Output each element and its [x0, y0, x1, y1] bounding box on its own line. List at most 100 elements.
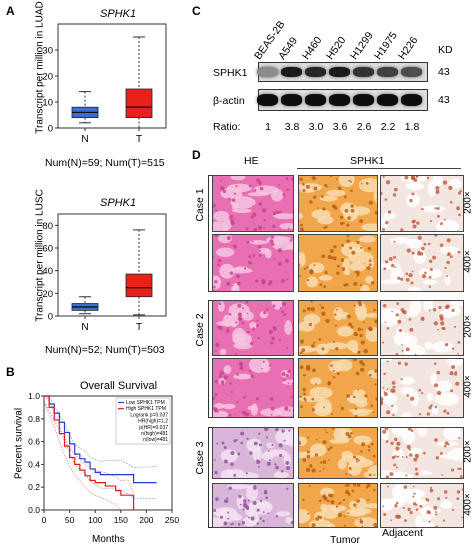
- panel-a-letter: A: [6, 4, 15, 18]
- col-sphk1-header: SPHK1: [350, 155, 385, 167]
- y-tick-label: 80: [42, 221, 53, 232]
- legend-entry: HR(high)=1.2: [138, 419, 168, 425]
- lusc-boxplot: 0 20 40 60 80 N T: [42, 213, 167, 333]
- ihc-image: [380, 234, 464, 292]
- legend-entry: Low SPHK1 TPM: [126, 400, 165, 406]
- x-tick-label: T: [136, 134, 142, 145]
- ihc-image: [298, 175, 378, 232]
- y-tick-label: 0.6: [28, 437, 40, 447]
- blot-band: [401, 67, 422, 77]
- x-tick-label: 100: [88, 515, 102, 525]
- luad-boxplot: 0 10 20 30 N T: [42, 23, 167, 145]
- panel-c-letter: C: [192, 4, 201, 18]
- magnification-label: 200×: [462, 190, 474, 214]
- blot-band: [377, 67, 398, 77]
- tissue-texture: [213, 176, 293, 231]
- tissue-texture: [299, 301, 377, 355]
- y-tick-label: 0: [48, 124, 53, 135]
- ci-dn: [43, 401, 157, 499]
- tissue-texture: [381, 484, 463, 527]
- lane-label: H1975: [372, 29, 400, 63]
- blot-band: [377, 94, 398, 106]
- tissue-texture: [213, 428, 293, 478]
- blot-row-actin-label: β-actin: [213, 95, 245, 107]
- tissue-texture: [299, 359, 377, 417]
- blot-band: [401, 94, 422, 106]
- ihc-image: [298, 427, 378, 479]
- legend-entry: High SPHK1 TPM: [126, 406, 166, 412]
- ratio-value: 3.8: [284, 121, 300, 133]
- x-tick-label: 200: [139, 515, 153, 525]
- lane-label: A549: [276, 35, 301, 62]
- tissue-texture: [213, 359, 293, 417]
- blot-band: [329, 94, 350, 106]
- tissue-texture: [299, 484, 377, 527]
- lane-label: H226: [396, 34, 421, 62]
- magnification-label: 400×: [462, 375, 474, 398]
- y-tick-label: 0.0: [28, 505, 40, 515]
- case-bracket: [208, 300, 212, 418]
- ihc-image: [212, 175, 294, 232]
- ratio-value: 1.8: [404, 121, 420, 133]
- sphk1-header-line: [297, 168, 461, 169]
- case-label: Case 2: [194, 313, 206, 347]
- tissue-texture: [299, 176, 377, 231]
- x-tick-label: 150: [114, 515, 128, 525]
- legend-entry: Logrank p=0.037: [130, 412, 168, 418]
- case-bracket: [208, 175, 212, 292]
- x-tick-label: 250: [165, 515, 179, 525]
- ihc-image: [298, 358, 378, 418]
- panel-d-letter: D: [192, 148, 201, 162]
- case-bracket: [208, 427, 212, 528]
- ratio-label: Ratio:: [213, 121, 241, 133]
- ihc-image: [212, 358, 294, 418]
- km-legend-box: [115, 397, 171, 445]
- ihc-image: [380, 358, 464, 418]
- y-tick-label: 0.2: [28, 482, 40, 492]
- km-curve-0: [44, 395, 157, 484]
- y-tick-label: 30: [42, 46, 53, 57]
- blot-band: [281, 94, 302, 106]
- luad-footnote: Num(N)=59; Num(T)=515: [45, 157, 165, 169]
- ci-dn: [43, 401, 134, 511]
- x-tick-label: N: [81, 322, 88, 333]
- ihc-image: [298, 300, 378, 356]
- tissue-texture: [213, 235, 293, 291]
- tissue-texture: [213, 484, 293, 527]
- legend-entry: p(HR)=0.037: [139, 425, 168, 431]
- y-tick-label: 20: [42, 72, 53, 83]
- ratio-value: 3.0: [308, 121, 324, 133]
- tissue-texture: [381, 428, 463, 478]
- tumor-label: Tumor: [330, 534, 360, 546]
- y-tick-label: 40: [42, 266, 53, 277]
- lusc-footnote: Num(N)=52; Num(T)=503: [45, 344, 165, 356]
- tissue-texture: [381, 176, 463, 231]
- luad-gene-title: SPHK1: [100, 8, 137, 20]
- ihc-image: [212, 483, 294, 528]
- lusc-gene-title: SPHK1: [100, 197, 137, 209]
- col-he-header: HE: [244, 155, 259, 167]
- lane-label: H1299: [348, 29, 376, 63]
- ihc-image: [298, 483, 378, 528]
- magnification-label: 200×: [462, 440, 474, 463]
- blot-band: [281, 67, 302, 77]
- y-tick-label: 60: [42, 244, 53, 255]
- ratio-value: 1: [265, 121, 271, 133]
- y-tick-label: 1.0: [28, 392, 40, 401]
- tissue-texture: [299, 235, 377, 291]
- magnification-label: 200×: [462, 315, 474, 338]
- lane-label: H460: [300, 34, 325, 62]
- ratio-value: 2.2: [380, 121, 396, 133]
- tissue-texture: [381, 235, 463, 291]
- x-tick-label: 50: [65, 515, 75, 525]
- panel-b-letter: B: [6, 365, 15, 379]
- blot-band: [353, 94, 374, 106]
- blot-band: [305, 67, 326, 77]
- y-tick-label: 0: [48, 312, 53, 323]
- ihc-image: [212, 427, 294, 479]
- ihc-image: [212, 234, 294, 292]
- magnification-label: 400×: [462, 492, 474, 516]
- lane-label: H520: [324, 34, 349, 62]
- km-plot: 0.0 0.2 0.4 0.6 0.8 1.0 0 50 100 150 200 250 Low SPH…: [28, 392, 179, 525]
- box-T: [125, 88, 153, 119]
